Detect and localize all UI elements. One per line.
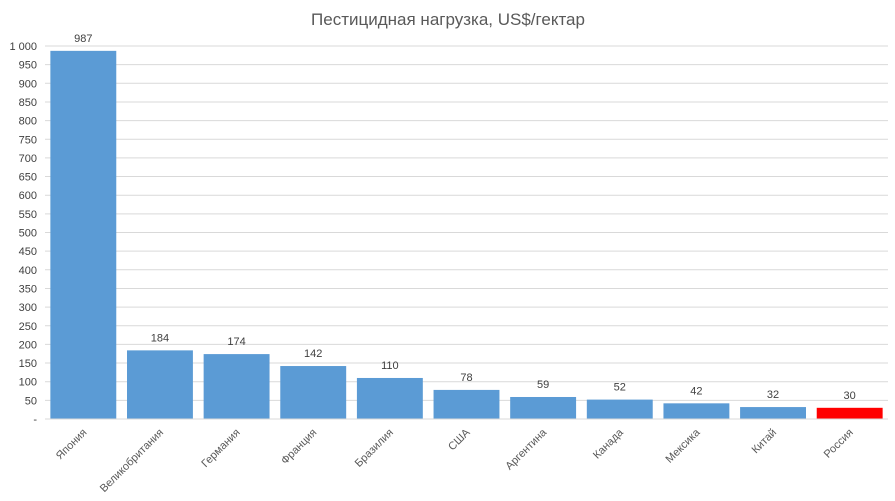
bars bbox=[50, 50, 883, 419]
y-tick-label: 650 bbox=[19, 172, 37, 184]
bar bbox=[663, 403, 730, 419]
y-tick-label: 600 bbox=[19, 190, 37, 202]
y-tick-label: 550 bbox=[19, 209, 37, 221]
data-label: 32 bbox=[767, 389, 779, 401]
data-label: 30 bbox=[844, 390, 856, 402]
data-label: 142 bbox=[304, 348, 322, 360]
category-label: Аргентина bbox=[503, 426, 549, 472]
category-label: Россия bbox=[822, 427, 856, 461]
y-axis-tick-labels: - 50 100 150 200 250 300 350 400 450 500 550 600 650 7… bbox=[9, 41, 37, 426]
y-tick-label: 900 bbox=[19, 78, 37, 90]
y-tick-label: 250 bbox=[19, 321, 37, 333]
bar bbox=[740, 407, 806, 419]
data-label: 78 bbox=[460, 372, 472, 384]
y-tick-label: 350 bbox=[19, 283, 37, 295]
data-label: 110 bbox=[381, 360, 399, 372]
y-tick-label: 300 bbox=[19, 302, 37, 314]
y-tick-label: 500 bbox=[19, 228, 37, 240]
category-label: Мексика bbox=[664, 426, 704, 466]
data-label: 42 bbox=[690, 385, 702, 397]
bar bbox=[816, 407, 883, 419]
data-label: 174 bbox=[227, 336, 245, 348]
data-labels: 987 184 174 142 110 78 59 52 42 32 30 bbox=[74, 33, 856, 402]
data-label: 52 bbox=[614, 382, 626, 394]
chart-title: Пестицидная нагрузка, US$/гектар bbox=[311, 10, 585, 29]
y-tick-label: 850 bbox=[19, 97, 37, 109]
bar bbox=[127, 350, 193, 419]
bar bbox=[50, 50, 117, 419]
category-label: Япония bbox=[54, 427, 90, 463]
data-label: 987 bbox=[74, 33, 92, 45]
bar bbox=[280, 366, 347, 419]
y-tick-label: 400 bbox=[19, 265, 37, 277]
category-label: Канада bbox=[591, 426, 626, 461]
category-labels: Япония Великобритания Германия Франция Брази… bbox=[54, 426, 856, 495]
y-tick-label: 950 bbox=[19, 60, 37, 72]
category-label: Франция bbox=[279, 427, 319, 467]
y-tick-label: 750 bbox=[19, 134, 37, 146]
y-tick-label: 200 bbox=[19, 339, 37, 351]
bar bbox=[586, 399, 653, 419]
category-label: Великобритания bbox=[98, 427, 166, 495]
y-tick-label: 50 bbox=[25, 395, 37, 407]
category-label: США bbox=[446, 426, 473, 453]
category-label: Бразилия bbox=[353, 427, 396, 470]
y-tick-label: 100 bbox=[19, 377, 37, 389]
category-label: Германия bbox=[199, 427, 242, 470]
y-tick-label: 700 bbox=[19, 153, 37, 165]
y-tick-label: - bbox=[33, 414, 37, 426]
bar bbox=[433, 389, 500, 419]
y-tick-label: 450 bbox=[19, 246, 37, 258]
gridlines bbox=[45, 45, 888, 401]
y-tick-label: 150 bbox=[19, 358, 37, 370]
bar bbox=[510, 396, 577, 419]
data-label: 59 bbox=[537, 379, 549, 391]
data-label: 184 bbox=[151, 332, 169, 344]
bar bbox=[356, 377, 423, 419]
bar bbox=[203, 354, 270, 419]
y-tick-label: 1 000 bbox=[9, 41, 37, 53]
y-tick-label: 800 bbox=[19, 116, 37, 128]
category-label: Китай bbox=[750, 427, 780, 457]
